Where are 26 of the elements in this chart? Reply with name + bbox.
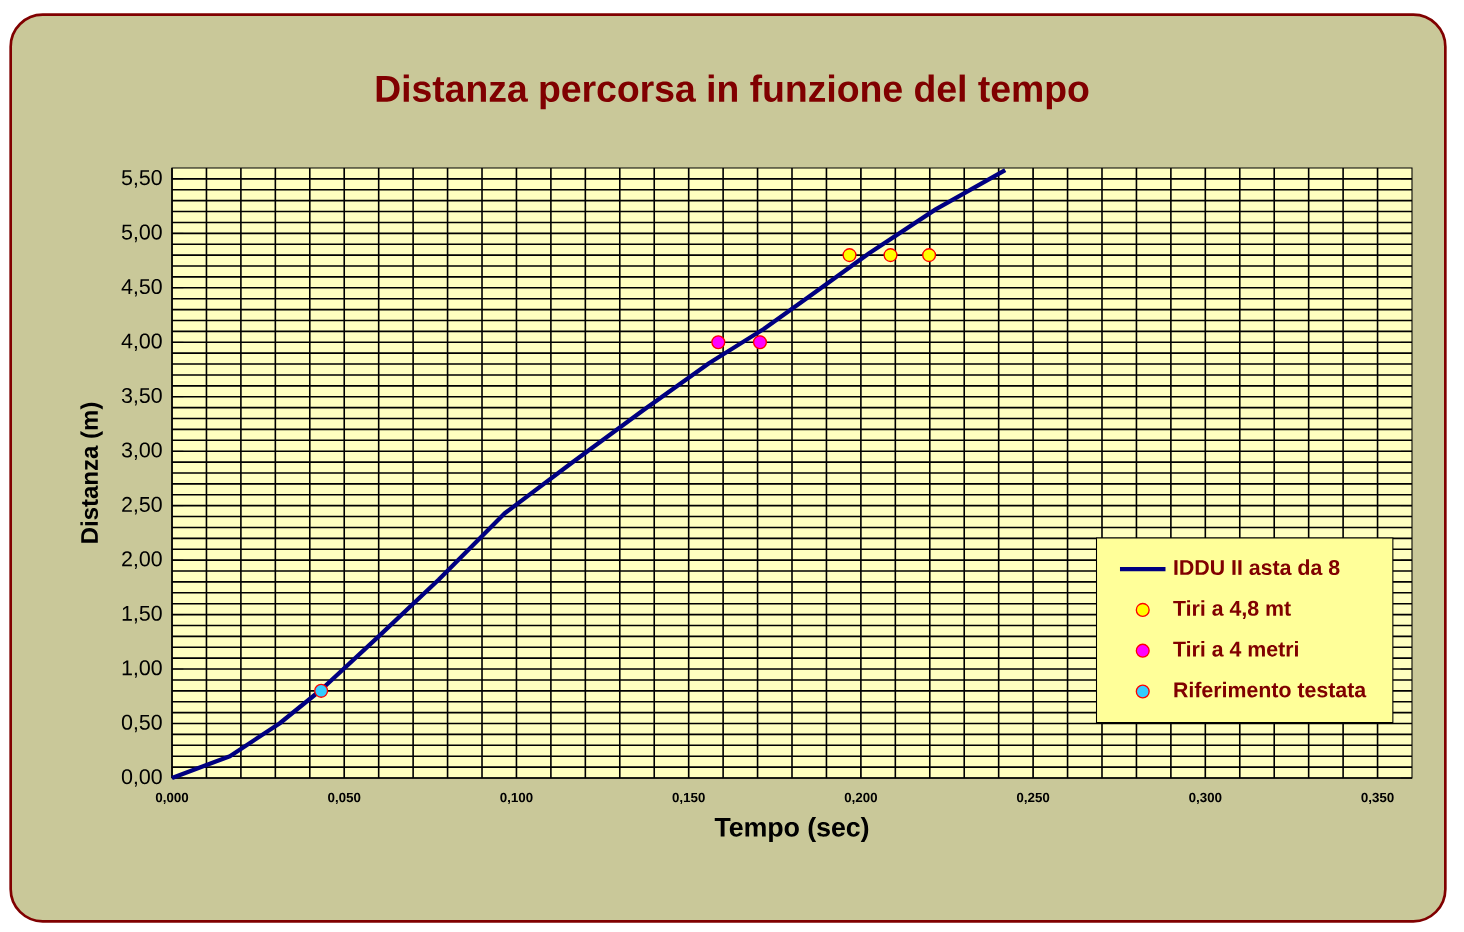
- y-tick-label: 1,00: [122, 660, 162, 678]
- y-tick-label: 1,50: [122, 605, 162, 624]
- point: [752, 335, 768, 350]
- y-tick-label: 0,50: [121, 714, 162, 733]
- y-tick-label: 4,50: [121, 279, 162, 297]
- chart-title: Distanza percorsa in funzione del tempo: [376, 74, 1089, 110]
- point: [314, 683, 329, 698]
- y-tick-label: 2,00: [122, 551, 162, 569]
- y-tick-label: 3,00: [121, 442, 162, 460]
- line-series: [169, 168, 1008, 781]
- y-tick-label: 5,00: [121, 224, 162, 243]
- point: [842, 248, 857, 263]
- legend-label: Tiri a 4 metri: [1173, 640, 1298, 657]
- legend-label: Tiri a 4,8 mt: [1173, 600, 1291, 619]
- point: [922, 248, 937, 263]
- y-tick-label: 0,00: [121, 769, 162, 787]
- point: [711, 335, 726, 350]
- y-tick-label: 2,50: [122, 496, 162, 515]
- y-tick-label: 4,00: [121, 333, 162, 352]
- y-axis-title: Distanza (m): [80, 402, 103, 543]
- point: [883, 248, 898, 263]
- legend-label: Riferimento testata: [1174, 681, 1367, 698]
- x-axis-title: Tempo (sec): [714, 817, 869, 842]
- legend-label: IDDU II asta da 8: [1174, 559, 1340, 576]
- y-tick-label: 3,50: [121, 387, 162, 406]
- y-tick-label: 5,50: [121, 170, 162, 188]
